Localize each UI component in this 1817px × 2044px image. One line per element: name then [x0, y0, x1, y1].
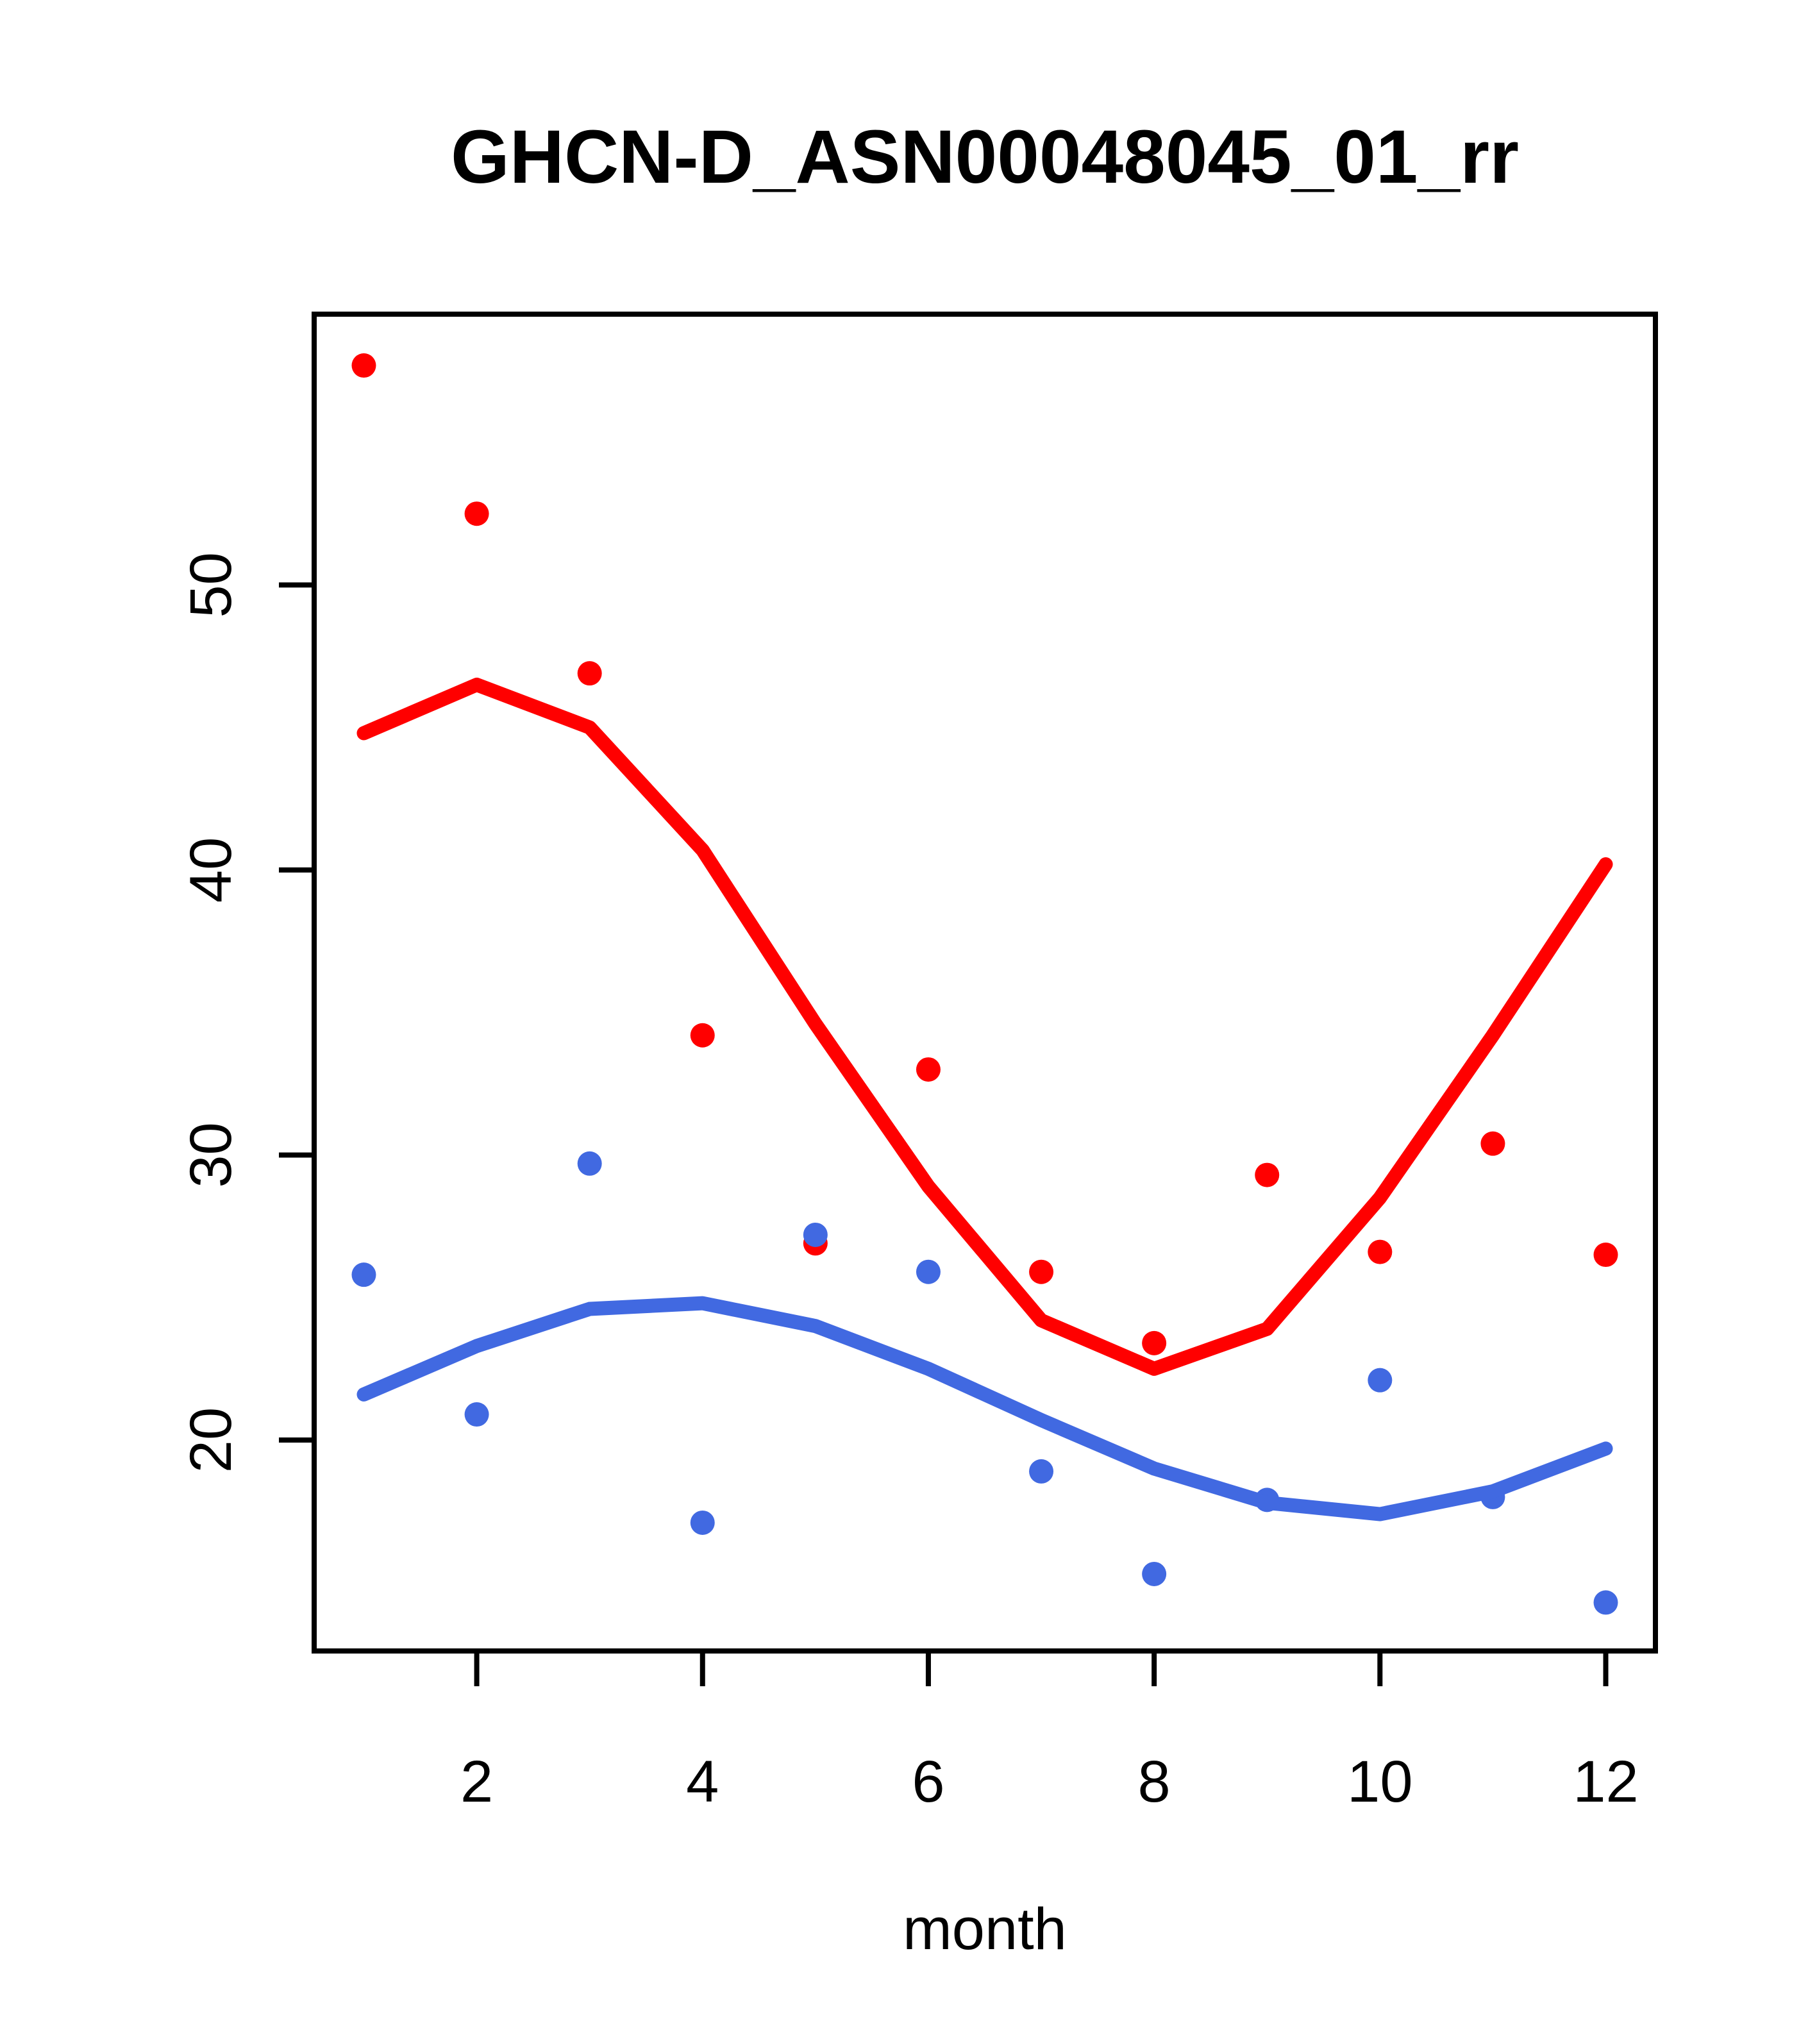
blue-point: [351, 1262, 376, 1287]
red-point: [916, 1057, 941, 1082]
x-tick-label: 10: [1347, 1749, 1412, 1814]
blue-point: [1593, 1590, 1618, 1615]
x-tick-label: 2: [460, 1749, 493, 1814]
x-tick-label: 6: [912, 1749, 944, 1814]
blue-point: [690, 1510, 715, 1535]
x-axis-label: month: [903, 1897, 1067, 1962]
y-tick-label: 50: [178, 552, 244, 617]
blue-point: [577, 1151, 602, 1176]
blue-point: [1029, 1459, 1054, 1484]
red-point: [690, 1023, 715, 1048]
red-point: [1368, 1239, 1393, 1264]
x-tick-label: 8: [1138, 1749, 1171, 1814]
red-point: [1142, 1330, 1167, 1355]
red-trend-line: [356, 677, 1613, 1376]
blue-point: [1368, 1368, 1393, 1393]
blue-point: [464, 1402, 489, 1427]
y-tick-label: 30: [178, 1122, 244, 1187]
red-point: [464, 501, 489, 526]
chart-title: GHCN-D_ASN00048045_01_rr: [451, 115, 1519, 199]
red-point: [1593, 1243, 1618, 1268]
red-point: [351, 353, 376, 378]
series-layer: [351, 353, 1618, 1615]
blue-point: [803, 1222, 828, 1247]
blue-trend-line: [356, 1296, 1613, 1521]
blue-point: [916, 1259, 941, 1284]
red-point: [1480, 1131, 1505, 1156]
y-tick-label: 20: [178, 1407, 244, 1473]
axis-layer: 2 4 6 8 10 12 20 30 40 50: [178, 552, 1639, 1814]
x-tick-label: 12: [1573, 1749, 1638, 1814]
blue-point: [1142, 1561, 1167, 1586]
plot-border: [312, 312, 1658, 1654]
x-tick-label: 4: [686, 1749, 719, 1814]
red-point: [1255, 1162, 1280, 1187]
red-point: [1029, 1259, 1054, 1284]
y-tick-label: 40: [178, 837, 244, 903]
red-point: [577, 661, 602, 686]
